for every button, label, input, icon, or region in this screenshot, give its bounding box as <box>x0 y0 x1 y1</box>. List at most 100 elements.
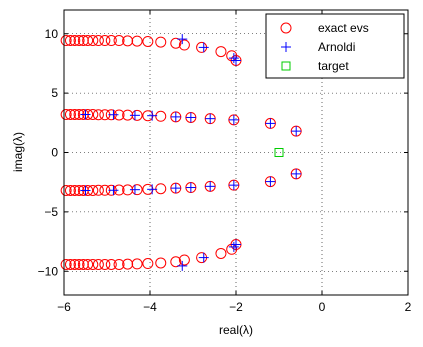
circle-point <box>87 35 99 47</box>
circle-point <box>60 185 72 196</box>
plus-point <box>228 53 239 64</box>
x-tick-label: 2 <box>405 300 412 314</box>
x-axis-label: real(λ) <box>219 323 253 337</box>
circle-point <box>178 254 190 266</box>
legend-marker-circle <box>280 22 292 34</box>
y-tick-label: 10 <box>45 27 59 41</box>
circle-point <box>131 258 143 270</box>
plus-point <box>177 34 188 45</box>
circle-point <box>64 185 76 196</box>
plus-point <box>198 252 209 263</box>
plus-point <box>80 109 91 120</box>
circle-point <box>99 35 111 47</box>
plus-point <box>198 42 209 53</box>
circle-point <box>82 258 94 270</box>
y-axis-label: imag(λ) <box>11 132 25 172</box>
circle-point <box>113 258 125 270</box>
plus-point <box>108 109 119 120</box>
circle-point <box>69 185 81 196</box>
circle-point <box>178 39 190 51</box>
plus-point <box>185 112 196 123</box>
circle-point <box>99 258 111 270</box>
legend-box <box>265 13 405 79</box>
circle-point <box>105 258 117 270</box>
circle-point <box>69 35 81 47</box>
circle-point <box>170 256 182 268</box>
circle-point <box>64 35 76 47</box>
circle-point <box>92 109 104 121</box>
y-tick-label: −10 <box>38 264 59 278</box>
plus-point <box>265 176 276 187</box>
plus-point <box>170 111 181 122</box>
circle-point <box>73 35 85 47</box>
plus-point <box>291 126 302 137</box>
circle-point <box>155 110 167 122</box>
plus-point <box>129 184 140 195</box>
plus-point <box>129 110 140 121</box>
plot-frame <box>63 9 409 296</box>
circle-point <box>122 258 134 270</box>
tick-labels: −6 −4 −2 0 2 −10 −5 0 5 10 <box>38 27 412 314</box>
circle-point <box>113 35 125 47</box>
circle-point <box>155 36 167 48</box>
plus-point <box>228 114 239 125</box>
circle-point <box>155 257 167 269</box>
circle-point <box>155 183 167 195</box>
plus-point <box>147 184 158 195</box>
plus-point <box>228 241 239 252</box>
plus-point <box>205 113 216 124</box>
data-points <box>60 34 302 271</box>
plus-point <box>177 260 188 271</box>
legend: exact evs Arnoldi target <box>265 13 405 79</box>
plus-point <box>205 181 216 192</box>
circle-point <box>69 258 81 270</box>
circle-point <box>215 247 227 259</box>
plus-point <box>80 185 91 196</box>
circle-point <box>60 109 72 120</box>
plus-point <box>170 183 181 194</box>
circle-point <box>92 35 104 47</box>
x-tick-label: −6 <box>57 300 71 314</box>
y-tick-label: 5 <box>51 86 58 100</box>
y-tick-label: 0 <box>51 146 58 160</box>
circle-point <box>105 35 117 47</box>
plus-point <box>291 168 302 179</box>
circle-point <box>64 258 76 270</box>
circle-point <box>215 46 227 58</box>
plus-point <box>147 110 158 121</box>
series-target <box>274 148 284 157</box>
plus-point <box>231 55 241 66</box>
circle-point <box>82 35 94 47</box>
legend-marker-square <box>281 61 291 71</box>
plus-point <box>231 239 241 250</box>
circle-point <box>69 109 81 120</box>
circle-point <box>92 258 104 270</box>
legend-label: exact evs <box>318 21 369 35</box>
plus-point <box>228 180 239 191</box>
circle-point <box>92 184 104 196</box>
square-point <box>274 148 284 157</box>
x-tick-label: 0 <box>319 300 326 314</box>
circle-point <box>77 258 89 270</box>
legend-marker-plus <box>281 42 291 52</box>
legend-label: target <box>318 59 349 73</box>
circle-point <box>142 258 154 270</box>
circle-point <box>122 35 134 47</box>
circle-point <box>142 35 154 47</box>
grid-lines <box>64 10 408 295</box>
circle-point <box>87 258 99 270</box>
circle-point <box>60 35 72 47</box>
y-tick-label: −5 <box>44 205 58 219</box>
circle-point <box>73 258 85 270</box>
plus-point <box>185 182 196 193</box>
circle-point <box>170 37 182 49</box>
circle-point <box>131 35 143 47</box>
plus-point <box>108 185 119 196</box>
plus-point <box>265 118 276 129</box>
circle-point <box>77 35 89 47</box>
x-tick-label: −2 <box>229 300 243 314</box>
legend-label: Arnoldi <box>318 40 355 54</box>
circle-point <box>60 258 72 270</box>
circle-point <box>64 109 76 120</box>
